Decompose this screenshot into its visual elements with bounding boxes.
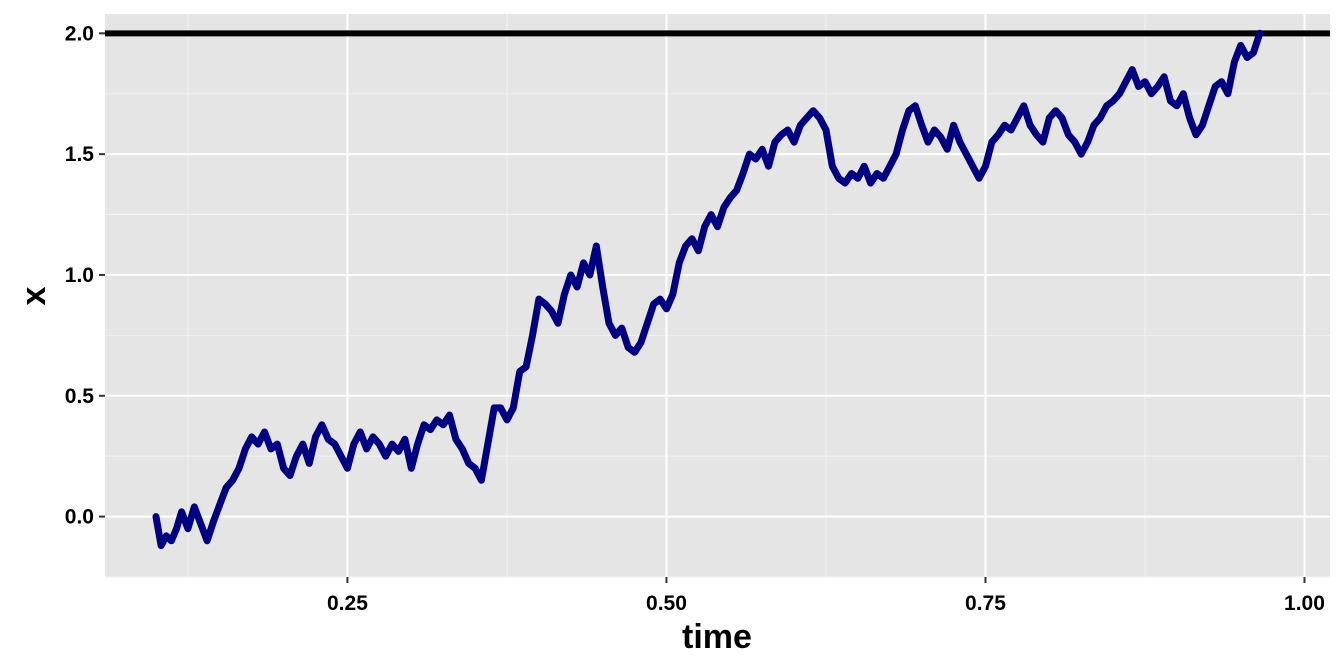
- x-tick-label: 1.00: [1284, 592, 1325, 615]
- y-tick-label: 1.0: [65, 264, 94, 287]
- y-tick-label: 2.0: [65, 22, 94, 45]
- series-line: [152, 29, 1264, 550]
- x-axis-title: time: [682, 618, 752, 656]
- y-axis-tick-labels: 0.0 0.5 1.0 1.5 2.0: [65, 22, 95, 528]
- plot-panel: [105, 14, 1330, 577]
- x-tick-label: 0.50: [646, 592, 687, 615]
- x-tick-label: 0.75: [965, 592, 1006, 615]
- y-tick-label: 1.5: [65, 143, 95, 166]
- axis-ticks: [99, 32, 1306, 583]
- y-tick-label: 0.0: [65, 506, 94, 529]
- x-tick-label: 0.25: [327, 592, 368, 615]
- x-axis-tick-labels: 0.25 0.50 0.75 1.00: [327, 592, 1325, 615]
- y-axis-title: x: [15, 286, 53, 305]
- y-tick-label: 0.5: [65, 385, 95, 408]
